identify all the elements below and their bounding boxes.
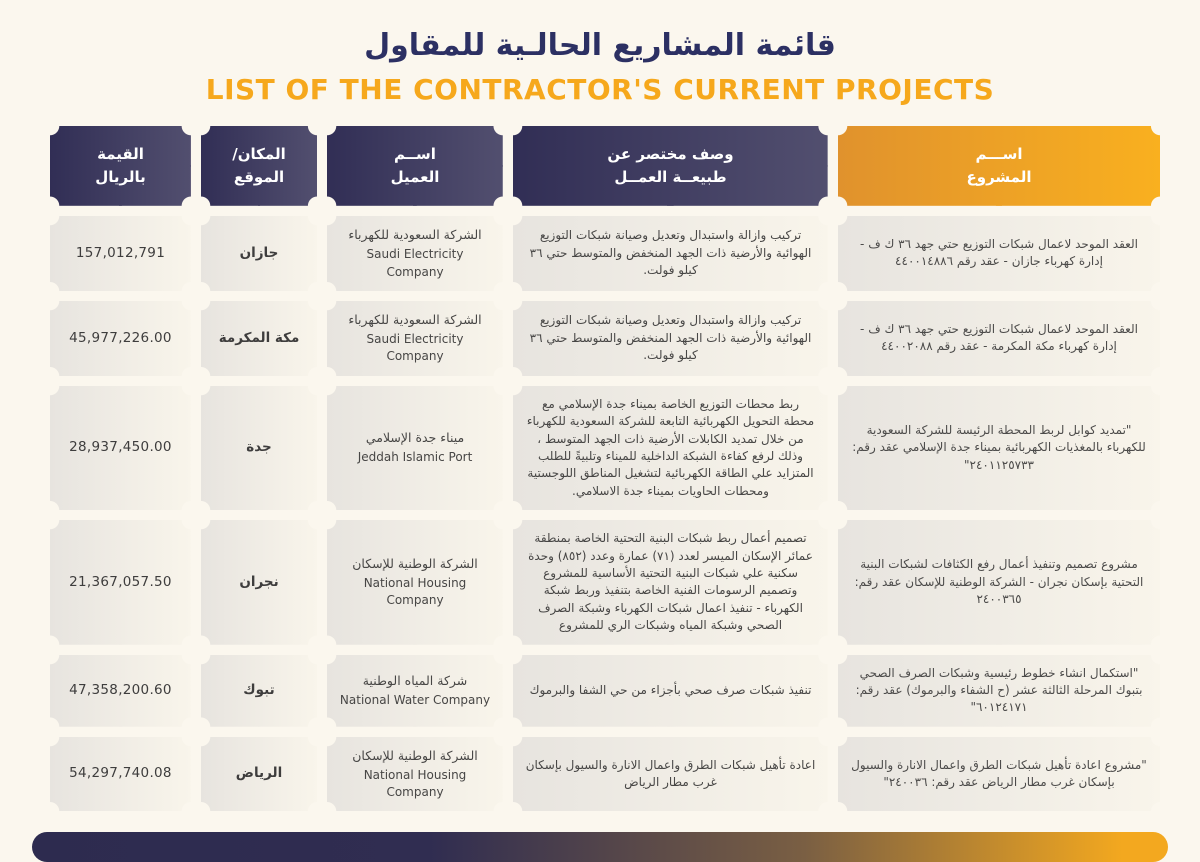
location-cell: الرياض [201, 736, 317, 812]
work-description-cell: تنفيذ شبكات صرف صحي بأجزاء من حي الشفا و… [513, 654, 828, 727]
value-cell: 21,367,057.50 [50, 520, 191, 645]
value-cell: 157,012,791 [50, 216, 191, 291]
work-description-cell: تركيب وازالة واستبدال وتعديل وصيانة شبكا… [513, 216, 828, 291]
client-name-arabic: الشركة السعودية للكهرباء [348, 227, 482, 242]
project-name-cell: العقد الموحد لاعمال شبكات التوزيع حتي جه… [838, 300, 1160, 376]
client-cell: الشركة الوطنية للإسكان National Housing … [327, 520, 503, 645]
client-name-english: Jeddah Islamic Port [357, 450, 473, 465]
footer-gradient-bar [32, 831, 1168, 862]
page-title-english: LIST OF THE CONTRACTOR'S CURRENT PROJECT… [205, 73, 995, 106]
value-cell: 28,937,450.00 [50, 385, 191, 511]
work-description-cell: ربط محطات التوزيع الخاصة بميناء جدة الإس… [513, 385, 828, 511]
value-cell: 54,297,740.08 [50, 736, 191, 812]
header-value-riyal: القيمة بالريال [50, 126, 191, 206]
project-name-cell: "استكمال انشاء خطوط رئيسية وشبكات الصرف … [838, 654, 1160, 727]
header-location: المكان/ الموقع [201, 126, 317, 206]
client-name-arabic: الشركة الوطنية للإسكان [352, 747, 478, 763]
project-name-cell: العقد الموحد لاعمال شبكات التوزيع حتي جه… [838, 216, 1160, 291]
value-cell: 47,358,200.60 [50, 654, 191, 727]
project-name-cell: مشروع تصميم وتنفيذ أعمال رفع الكثافات لش… [838, 520, 1160, 645]
client-cell: شركة المياه الوطنية National Water Compa… [327, 654, 503, 727]
location-cell: تبوك [201, 654, 317, 727]
work-description-cell: تركيب وازالة واستبدال وتعديل وصيانة شبكا… [513, 300, 828, 376]
value-cell: 45,977,226.00 [50, 300, 191, 376]
header-client-name: اســم العميل [327, 126, 503, 206]
client-name-arabic: الشركة السعودية للكهرباء [348, 311, 482, 327]
location-cell: جدة [201, 385, 317, 511]
location-cell: جازان [201, 216, 317, 291]
client-name-arabic: شركة المياه الوطنية [362, 672, 468, 688]
header-work-description: وصف مختصر عن طبيعــة العمــل [513, 126, 828, 206]
project-name-cell: "مشروع اعادة تأهيل شبكات الطرق واعمال ال… [838, 736, 1160, 812]
client-name-english: National Housing Company [363, 576, 467, 608]
client-name-english: National Water Company [339, 692, 491, 707]
client-cell: الشركة الوطنية للإسكان National Housing … [327, 736, 503, 812]
work-description-cell: تصميم أعمال ربط شبكات البنية التحتية الخ… [513, 520, 828, 645]
page-title-arabic: قائمة المشاريع الحالـية للمقاول [364, 28, 836, 63]
projects-table: اســـم المشروع وصف مختصر عن طبيعــة العم… [40, 126, 1160, 812]
client-name-arabic: ميناء جدة الإسلامي [365, 430, 465, 446]
location-cell: نجران [201, 520, 317, 645]
location-cell: مكة المكرمة [201, 300, 317, 376]
client-name-english: Saudi Electricity Company [366, 247, 464, 279]
client-name-english: National Housing Company [363, 767, 467, 800]
work-description-cell: اعادة تأهيل شبكات الطرق واعمال الانارة و… [513, 736, 828, 812]
client-cell: ميناء جدة الإسلامي Jeddah Islamic Port [327, 385, 503, 511]
client-name-english: Saudi Electricity Company [366, 332, 464, 364]
header-project-name: اســـم المشروع [838, 126, 1160, 206]
project-name-cell: "تمديد كوابل لربط المحطة الرئيسة للشركة … [838, 385, 1160, 511]
client-cell: الشركة السعودية للكهرباء Saudi Electrici… [327, 300, 503, 376]
client-cell: الشركة السعودية للكهرباء Saudi Electrici… [327, 216, 503, 291]
client-name-arabic: الشركة الوطنية للإسكان [352, 555, 478, 571]
